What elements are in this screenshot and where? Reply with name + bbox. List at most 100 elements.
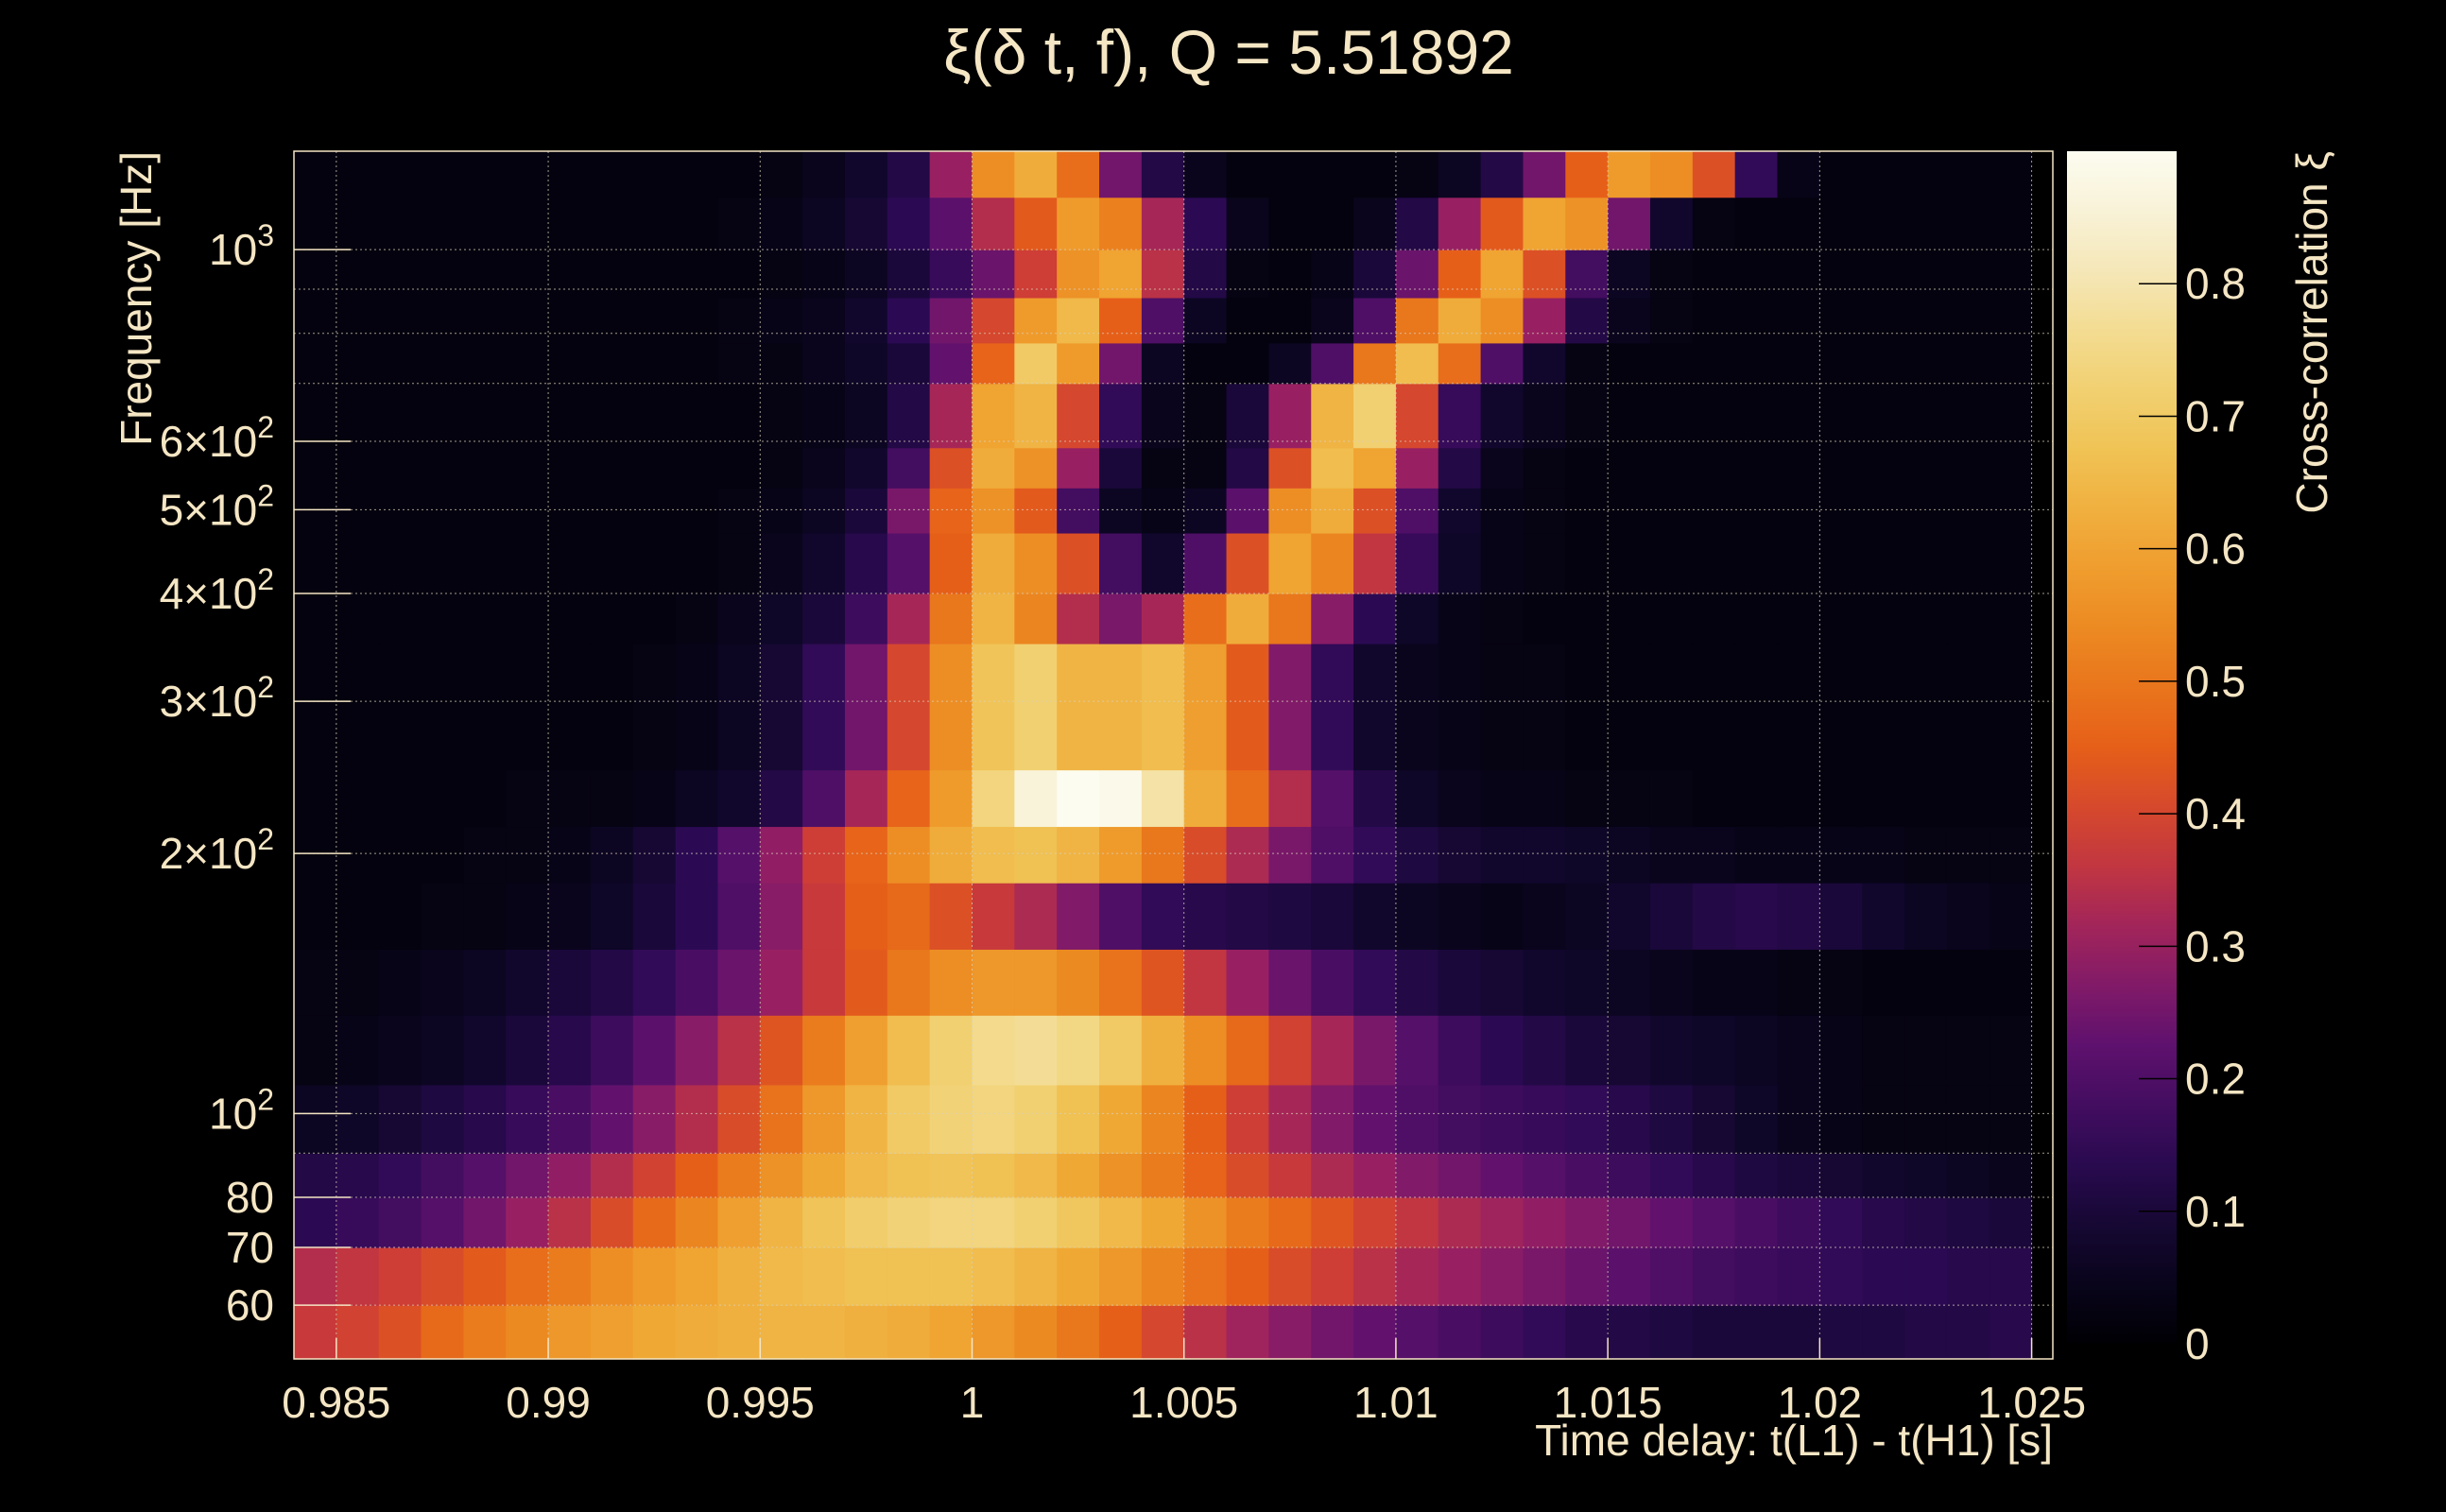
heatmap-cell (1057, 447, 1100, 489)
heatmap-cell (1862, 1196, 1905, 1248)
heatmap-cell (1989, 949, 2033, 1016)
heatmap-cell (378, 488, 422, 534)
heatmap-cell (1311, 949, 1354, 1016)
heatmap-cell (1057, 151, 1100, 198)
heatmap-cell (1099, 383, 1143, 449)
heatmap-cell (1057, 1084, 1100, 1154)
heatmap-cell (760, 342, 803, 385)
heatmap-cell (463, 643, 507, 771)
heatmap-cell (1099, 949, 1143, 1016)
heatmap-cell (802, 488, 846, 534)
heatmap-cell (1989, 383, 2033, 449)
heatmap-cell (1438, 883, 1482, 950)
heatmap-cell (929, 383, 973, 449)
heatmap-cell (1057, 488, 1100, 534)
heatmap-cell (887, 593, 931, 644)
heatmap-cell (802, 383, 846, 449)
heatmap-cell (548, 883, 592, 950)
heatmap-cell (802, 949, 846, 1016)
heatmap-cell (717, 1196, 761, 1248)
heatmap-cell (1014, 532, 1058, 594)
heatmap-cell (1608, 949, 1651, 1016)
heatmap-cell (1904, 488, 1948, 534)
heatmap-cell (336, 383, 380, 449)
heatmap-cell (463, 1015, 507, 1086)
heatmap-cell (717, 383, 761, 449)
heatmap-cell (463, 1196, 507, 1248)
heatmap-cell (1353, 447, 1397, 489)
heatmap-cell (1057, 643, 1100, 771)
heatmap-cell (506, 488, 549, 534)
heatmap-cell (1141, 342, 1185, 385)
heatmap-cell (1141, 769, 1185, 828)
heatmap-cell (1183, 197, 1228, 250)
heatmap-cell (760, 769, 803, 828)
heatmap-cell (1523, 826, 1566, 884)
heatmap-cell (1523, 447, 1566, 489)
heatmap-cell (1141, 883, 1185, 950)
heatmap-cell (1099, 532, 1143, 594)
heatmap-cell (1311, 1305, 1354, 1360)
heatmap-cell (844, 532, 888, 594)
heatmap-cell (1226, 447, 1269, 489)
heatmap-cell (463, 1246, 507, 1306)
heatmap-cell (802, 151, 846, 198)
heatmap-cell (1904, 297, 1948, 344)
heatmap-cell (1523, 383, 1566, 449)
heatmap-cell (1480, 883, 1524, 950)
heatmap-cell (675, 297, 719, 344)
heatmap-cell (1226, 488, 1269, 534)
heatmap-cell (1395, 447, 1439, 489)
heatmap-cell (1523, 532, 1566, 594)
heatmap-cell (887, 151, 931, 198)
heatmap-cell (844, 1015, 888, 1086)
heatmap-cell (1819, 949, 1863, 1016)
heatmap-cell (548, 769, 592, 828)
heatmap-cell (1692, 643, 1736, 771)
heatmap-cell (1268, 488, 1312, 534)
heatmap-cell (1523, 1305, 1566, 1360)
heatmap-cell (548, 949, 592, 1016)
heatmap-cell (1395, 197, 1439, 250)
heatmap-cell (1819, 249, 1863, 299)
heatmap-cell (802, 447, 846, 489)
heatmap-cell (1565, 1246, 1609, 1306)
heatmap-cell (1608, 342, 1651, 385)
heatmap-cell (1014, 383, 1058, 449)
heatmap-cell (1649, 532, 1694, 594)
colorbar-tick-label: 0.4 (2185, 789, 2246, 838)
heatmap-cell (802, 1153, 846, 1198)
heatmap-cell (1395, 1153, 1439, 1198)
heatmap-cell (972, 151, 1015, 198)
heatmap-cell (421, 249, 464, 299)
heatmap-cell (1057, 593, 1100, 644)
heatmap-cell (1141, 249, 1185, 299)
heatmap-cell (336, 643, 380, 771)
heatmap-cell (1057, 1153, 1100, 1198)
heatmap-cell (1692, 488, 1736, 534)
heatmap-cell (1565, 593, 1609, 644)
heatmap-cell (1226, 249, 1269, 299)
heatmap-cell (1904, 769, 1948, 828)
heatmap-cell (1268, 297, 1312, 344)
heatmap-cell (972, 1305, 1015, 1360)
heatmap-cell (1692, 1196, 1736, 1248)
heatmap-cell (1057, 342, 1100, 385)
heatmap-cell (1099, 643, 1143, 771)
heatmap-cell (887, 1015, 931, 1086)
heatmap-cell (1395, 532, 1439, 594)
x-tick-label: 1 (960, 1378, 985, 1427)
heatmap-cell (1353, 1084, 1397, 1154)
heatmap-cell (1862, 593, 1905, 644)
heatmap-cell (1819, 1305, 1863, 1360)
heatmap-cell (802, 1305, 846, 1360)
heatmap-cell (972, 949, 1015, 1016)
heatmap-cell (1311, 1084, 1354, 1154)
heatmap-cell (929, 1153, 973, 1198)
heatmap-cell (1014, 949, 1058, 1016)
heatmap-cell (1438, 826, 1482, 884)
heatmap-cell (1141, 1153, 1185, 1198)
heatmap-cell (1311, 342, 1354, 385)
heatmap-cell (1395, 488, 1439, 534)
heatmap-cell (675, 1153, 719, 1198)
